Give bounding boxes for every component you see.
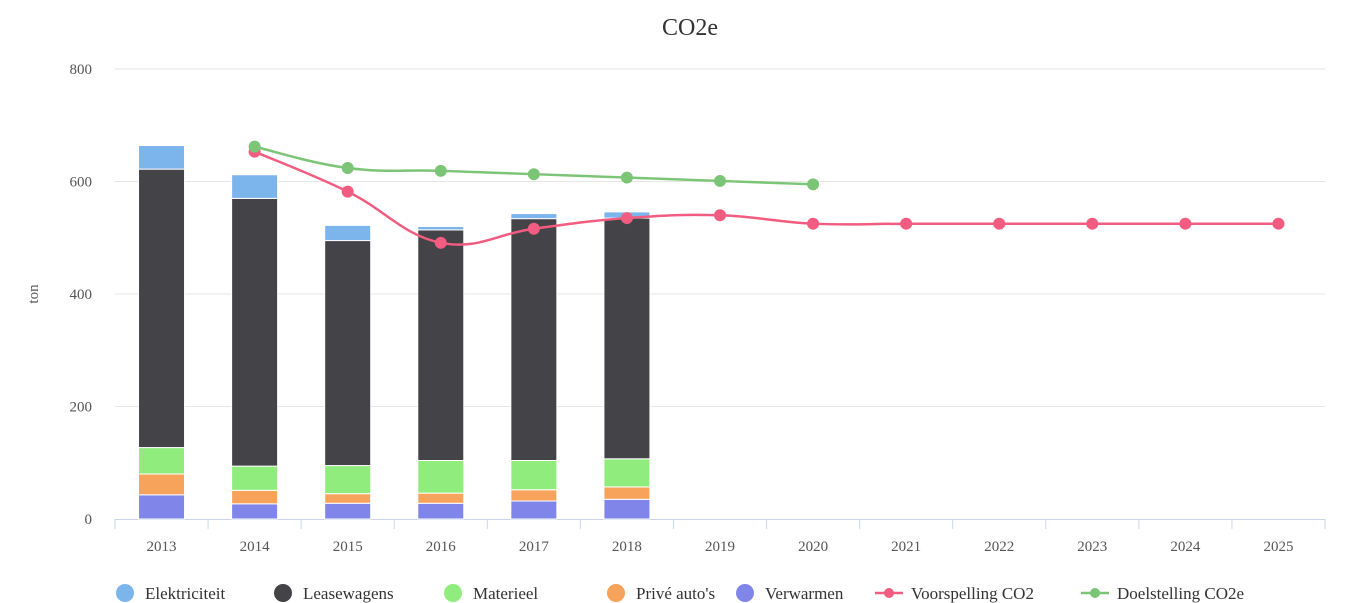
legend-label: Materieel [473, 584, 538, 603]
y-axis-label: ton [26, 284, 42, 304]
y-tick-label: 600 [70, 175, 93, 191]
bar-segment[interactable] [324, 465, 372, 495]
line-point[interactable] [900, 217, 913, 230]
legend-label: Verwarmen [765, 584, 844, 603]
legend-label: Doelstelling CO2e [1117, 584, 1244, 603]
legend: Elektriciteit Leasewagens Materieel Privé a… [116, 584, 1244, 603]
legend-label: Leasewagens [303, 584, 394, 603]
legend-label: Voorspelling CO2 [911, 584, 1034, 603]
bar-segment[interactable] [324, 493, 372, 504]
line-point[interactable] [714, 174, 726, 187]
bar-segment[interactable] [138, 494, 186, 520]
x-tick-label: 2017 [519, 539, 550, 555]
line-point[interactable] [341, 185, 354, 198]
legend-item[interactable]: Leasewagens [274, 584, 394, 603]
bar-segment[interactable] [417, 229, 465, 461]
bar-segment[interactable] [231, 489, 279, 505]
bar-segment[interactable] [417, 492, 465, 504]
legend-symbol [116, 584, 134, 602]
lines [248, 140, 1285, 249]
bar-segment[interactable] [603, 458, 651, 488]
series-line[interactable] [254, 150, 1279, 246]
bar-segment[interactable] [324, 224, 372, 242]
legend-item[interactable]: Materieel [444, 584, 538, 603]
bar-segment[interactable] [510, 218, 558, 461]
gridlines [115, 68, 1325, 407]
legend-label: Elektriciteit [145, 584, 226, 603]
bars [138, 145, 651, 520]
x-tick-label: 2021 [891, 539, 921, 555]
line-point[interactable] [714, 209, 726, 222]
x-tick-label: 2020 [798, 539, 828, 555]
bar-segment[interactable] [324, 502, 372, 520]
bar-segment[interactable] [138, 168, 186, 449]
x-tick-label: 2023 [1077, 539, 1107, 555]
bar-segment[interactable] [417, 460, 465, 494]
line-point[interactable] [527, 168, 540, 181]
line-point[interactable] [1272, 217, 1285, 230]
legend-symbol [884, 588, 894, 598]
legend-symbol [1090, 588, 1100, 598]
legend-item[interactable]: Verwarmen [736, 584, 844, 603]
line-point[interactable] [807, 178, 820, 191]
x-tick-label: 2025 [1263, 539, 1293, 555]
legend-item[interactable]: Voorspelling CO2 [875, 584, 1034, 603]
bar-segment[interactable] [603, 486, 651, 500]
x-tick-label: 2022 [984, 539, 1014, 555]
x-tick-label: 2015 [333, 539, 363, 555]
x-tick-label: 2024 [1170, 539, 1201, 555]
y-tick-label: 800 [70, 62, 93, 78]
chart-title: CO2e [662, 15, 718, 41]
bar-segment[interactable] [603, 498, 651, 520]
bar-segment[interactable] [417, 226, 465, 231]
y-tick-label: 0 [85, 512, 93, 528]
y-tick-label: 400 [70, 287, 93, 303]
line-point[interactable] [1179, 217, 1192, 230]
legend-item[interactable]: Privé auto's [607, 584, 715, 603]
y-tick-label: 200 [70, 400, 93, 416]
x-tick-label: 2013 [147, 539, 177, 555]
bar-segment[interactable] [510, 460, 558, 491]
legend-label: Privé auto's [636, 584, 715, 603]
bar-segment[interactable] [138, 447, 186, 475]
legend-item[interactable]: Doelstelling CO2e [1081, 584, 1244, 603]
x-tick-label: 2014 [240, 539, 271, 555]
line-point[interactable] [993, 217, 1006, 230]
legend-symbol [444, 584, 462, 602]
line-point[interactable] [248, 140, 261, 153]
line-point[interactable] [807, 217, 820, 230]
bar-segment[interactable] [231, 197, 279, 467]
bar-segment[interactable] [138, 473, 186, 496]
bar-segment[interactable] [231, 503, 279, 520]
line-point[interactable] [620, 212, 633, 225]
legend-symbol [274, 584, 292, 602]
bar-segment[interactable] [510, 489, 558, 502]
bar-segment[interactable] [417, 502, 465, 520]
bar-segment[interactable] [324, 240, 372, 467]
bar-segment[interactable] [231, 465, 279, 491]
bar-segment[interactable] [510, 500, 558, 520]
line-point[interactable] [1086, 217, 1099, 230]
y-axis-ticks: 0 200 400 600 800 [70, 62, 93, 528]
line-point[interactable] [434, 164, 447, 177]
bar-segment[interactable] [231, 174, 279, 199]
legend-item[interactable]: Elektriciteit [116, 584, 226, 603]
legend-symbol [607, 584, 625, 602]
bar-segment[interactable] [510, 213, 558, 220]
x-tick-label: 2019 [705, 539, 735, 555]
line-point[interactable] [434, 236, 447, 249]
x-axis: 2013 2014 2015 2016 2017 2018 2019 2020 2021 2022… [114, 519, 1326, 555]
bar-segment[interactable] [603, 217, 651, 460]
line-point[interactable] [341, 162, 354, 174]
x-tick-label: 2018 [612, 539, 642, 555]
line-point[interactable] [620, 171, 633, 184]
line-point[interactable] [527, 222, 540, 235]
x-tick-label: 2016 [426, 539, 457, 555]
legend-symbol [736, 584, 754, 602]
bar-segment[interactable] [138, 145, 186, 170]
